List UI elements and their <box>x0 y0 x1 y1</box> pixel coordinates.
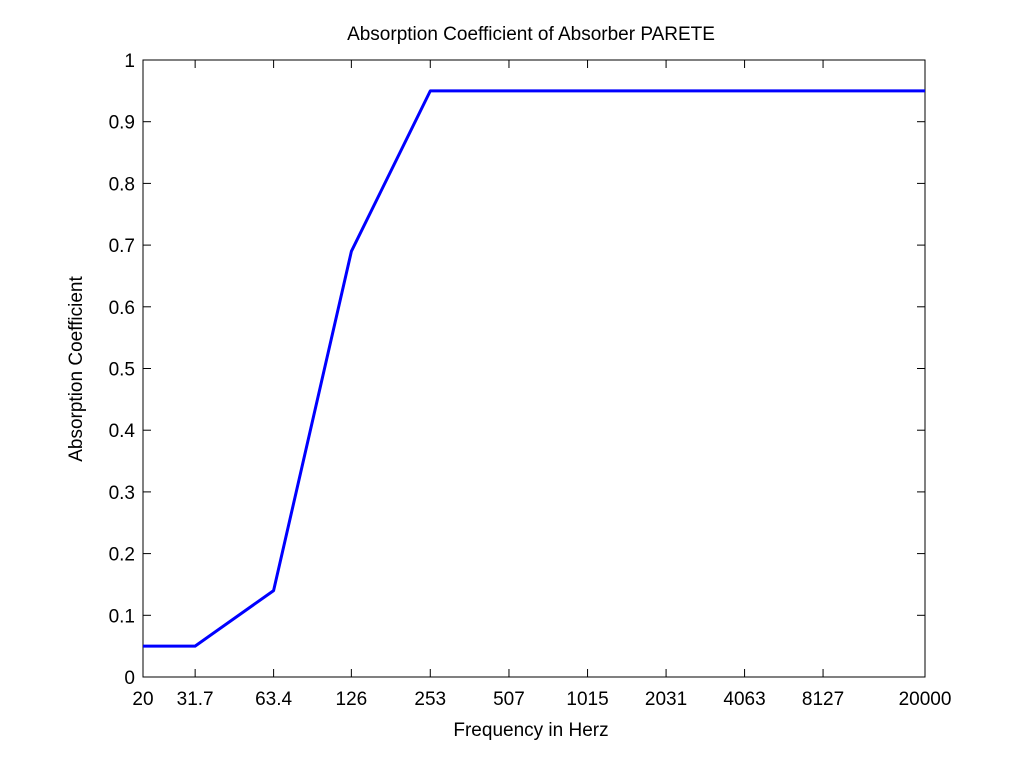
x-axis-label: Frequency in Herz <box>453 720 608 741</box>
series-line <box>143 89 925 648</box>
chart-title: Absorption Coefficient of Absorber PARET… <box>347 24 715 45</box>
x-tick-label: 20000 <box>899 689 952 710</box>
x-tick-label: 2031 <box>645 689 687 710</box>
y-tick-label: 0.2 <box>109 545 135 566</box>
x-tick-label: 20 <box>132 689 153 710</box>
y-tick-label: 0.8 <box>109 174 135 195</box>
x-tick-label: 4063 <box>723 689 765 710</box>
x-tick-label: 253 <box>414 689 446 710</box>
x-axis-ticks: 20 31.7 63.4 126 253 507 1015 2031 4063 8127 20000 <box>132 60 951 710</box>
x-tick-label: 31.7 <box>177 689 214 710</box>
y-tick-label: 0.5 <box>109 360 135 381</box>
y-tick-label: 0 <box>124 668 135 689</box>
y-tick-label: 0.6 <box>109 298 135 319</box>
y-tick-label: 0.9 <box>109 113 135 134</box>
y-tick-label: 0.3 <box>109 483 135 504</box>
x-tick-label: 126 <box>336 689 368 710</box>
x-tick-label: 8127 <box>802 689 844 710</box>
y-axis-label: Absorption Coefficient <box>66 276 87 462</box>
x-tick-label: 507 <box>493 689 525 710</box>
x-tick-label: 63.4 <box>255 689 292 710</box>
y-tick-label: 1 <box>124 51 135 72</box>
y-tick-label: 0.7 <box>109 236 135 257</box>
y-tick-label: 0.4 <box>109 421 136 442</box>
y-tick-label: 0.1 <box>109 606 135 627</box>
series-layer <box>143 89 925 648</box>
plot-area <box>142 59 926 678</box>
y-axis-ticks: 0 0.1 0.2 0.3 0.4 0.5 0.6 0.7 0.8 0.9 1 <box>109 51 925 689</box>
x-tick-label: 1015 <box>566 689 608 710</box>
